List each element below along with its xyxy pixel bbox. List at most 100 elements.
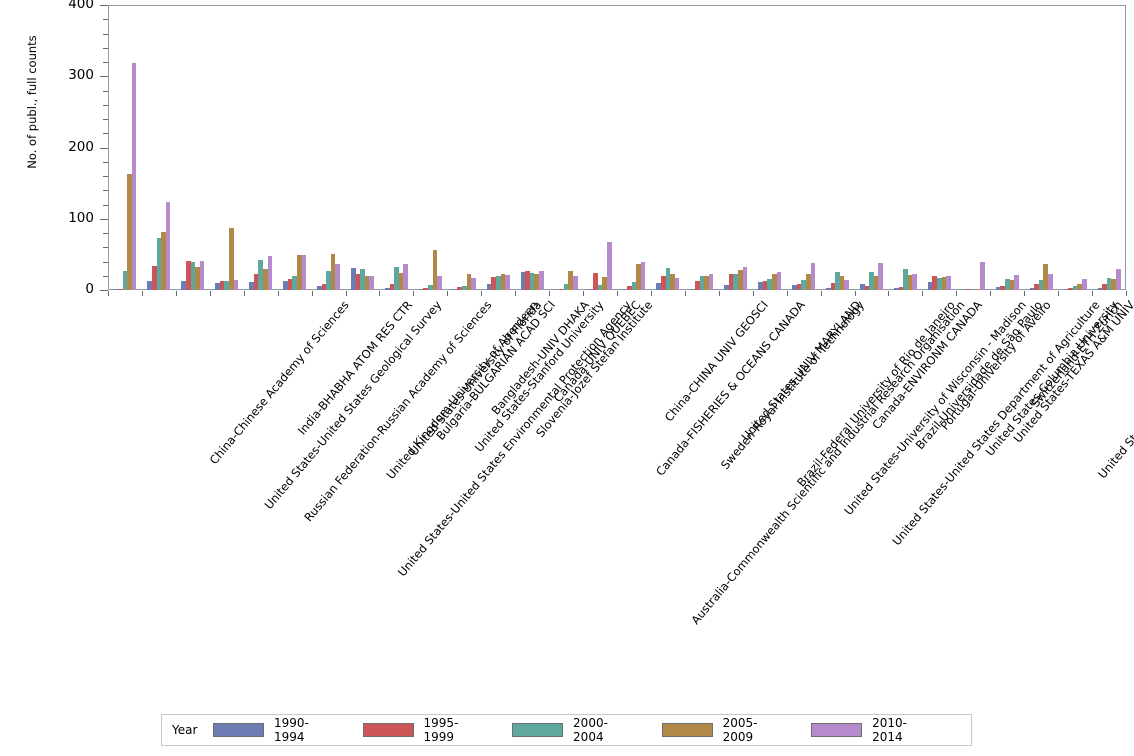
bar: [975, 289, 981, 290]
bar: [941, 277, 947, 290]
bar: [491, 277, 496, 290]
bar: [301, 255, 307, 290]
bar: [597, 285, 603, 290]
x-tick: [888, 291, 890, 296]
bar: [287, 279, 293, 290]
x-tick: [854, 291, 856, 296]
bar: [1097, 287, 1103, 290]
bar: [292, 276, 297, 290]
legend-label: 2005-2009: [722, 716, 758, 744]
bar: [593, 272, 598, 290]
bar: [631, 282, 637, 290]
legend-label: 1990-1994: [274, 716, 309, 744]
x-tick: [583, 291, 585, 296]
bar: [1004, 278, 1010, 290]
bar: [893, 287, 899, 290]
legend-label: 2010-2014: [872, 716, 907, 744]
bar: [1014, 275, 1019, 290]
bar: [500, 273, 506, 290]
bar: [1072, 285, 1078, 290]
bar: [772, 274, 777, 290]
y-tick-minor: [103, 119, 108, 120]
bar: [165, 202, 171, 290]
x-tick: [311, 291, 313, 296]
bar: [525, 271, 530, 290]
y-tick-minor: [103, 90, 108, 92]
bar: [317, 286, 322, 290]
bar: [588, 289, 594, 290]
bar: [733, 274, 739, 290]
x-tick: [447, 291, 449, 296]
legend-item[interactable]: 2010-2014: [811, 716, 931, 744]
bar: [283, 280, 288, 290]
bar: [873, 275, 879, 290]
x-tick: [1092, 291, 1094, 296]
bar: [937, 277, 942, 290]
bar: [534, 273, 540, 290]
x-tick: [786, 291, 788, 296]
legend-item[interactable]: 1990-1994: [213, 716, 333, 744]
bar: [767, 278, 772, 290]
y-tick-major: [100, 290, 108, 291]
x-tick-label: United States-United States Geological S…: [261, 298, 445, 512]
bar: [903, 268, 908, 290]
bar: [215, 282, 220, 290]
legend: Year 1990-1994 1995-1999 2000-2004 2005-200…: [161, 714, 972, 746]
bar: [321, 283, 327, 290]
bar: [738, 270, 743, 290]
x-tick: [820, 291, 822, 296]
bar: [573, 276, 578, 290]
y-tick-minor: [103, 47, 108, 49]
legend-item[interactable]: 2000-2004: [512, 716, 632, 744]
bar: [423, 287, 429, 290]
bar: [219, 281, 225, 290]
legend-item[interactable]: 1995-1999: [362, 716, 483, 744]
bar: [539, 271, 544, 290]
bar: [912, 274, 917, 290]
bar: [980, 261, 985, 290]
bar: [946, 275, 951, 290]
bars-layer: [108, 5, 1126, 290]
bar: [606, 242, 612, 290]
bar: [844, 280, 850, 290]
bar: [776, 272, 782, 290]
bar: [724, 285, 729, 290]
bar: [351, 267, 356, 290]
bar: [835, 272, 840, 290]
bar: [728, 273, 734, 290]
bar: [486, 283, 492, 290]
legend-swatch: [362, 723, 414, 737]
y-tick-minor: [103, 190, 108, 192]
x-tick: [990, 291, 992, 296]
x-tick: [277, 291, 279, 296]
y-tick-minor: [103, 261, 108, 263]
bar: [1115, 269, 1121, 290]
bar: [249, 282, 254, 290]
bar: [762, 281, 768, 290]
x-tick: [209, 291, 211, 296]
bar: [1102, 283, 1107, 290]
y-tick-minor: [103, 19, 108, 21]
y-tick-minor: [103, 176, 108, 177]
bar: [690, 288, 695, 290]
bar: [1063, 288, 1069, 290]
bar: [229, 228, 234, 290]
x-tick: [1024, 291, 1026, 296]
bar: [1029, 287, 1035, 290]
bar: [694, 280, 700, 290]
bar: [224, 281, 230, 290]
bar: [233, 280, 239, 290]
bar: [122, 271, 128, 290]
bar: [602, 277, 607, 290]
bar: [253, 273, 259, 290]
bar: [1077, 283, 1082, 290]
bar: [699, 276, 705, 290]
legend-item[interactable]: 2005-2009: [661, 716, 782, 744]
bar: [330, 254, 336, 290]
bar: [195, 267, 200, 290]
y-tick-minor: [103, 247, 108, 249]
x-tick: [175, 291, 177, 296]
x-tick: [922, 291, 924, 296]
bar: [559, 288, 564, 290]
